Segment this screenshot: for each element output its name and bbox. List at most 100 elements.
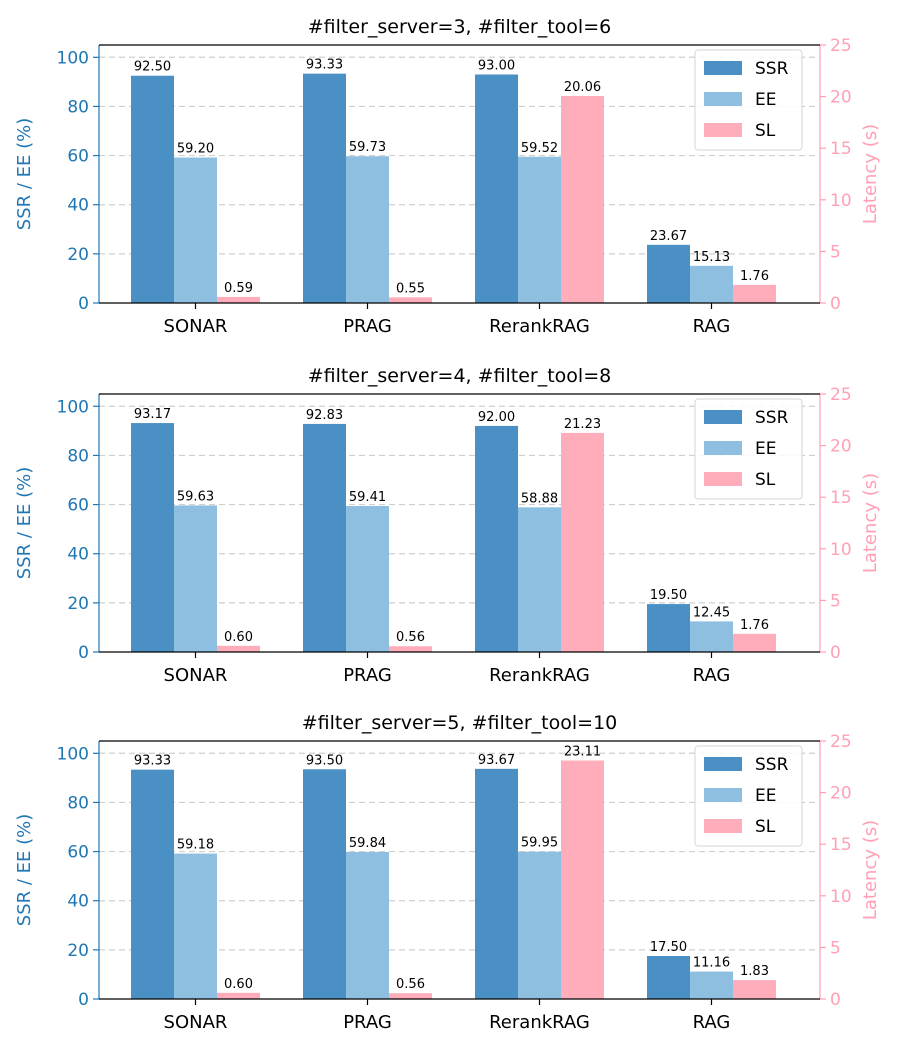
left-tick-label: 60: [67, 843, 89, 863]
legend-swatch-sl: [704, 819, 742, 833]
left-tick-label: 0: [78, 643, 89, 663]
chart-panel-1: #filter_server=3, #filter_tool=6 92.50 93.…: [14, 16, 881, 337]
legend-label-sl: SL: [755, 121, 776, 141]
data-label: 93.50: [306, 753, 343, 768]
x-tick-label: RAG: [693, 1012, 731, 1033]
bar-ee-sonar: [174, 157, 217, 303]
left-tick-label: 100: [57, 744, 89, 764]
data-label: 15.13: [693, 250, 730, 265]
left-tick-label: 40: [67, 196, 89, 216]
bar-ssr-sonar: [131, 769, 174, 999]
bar-sl-sonar: [217, 296, 260, 303]
bar-ssr-rerankrag: [475, 425, 518, 652]
left-tick-label: 20: [67, 594, 89, 614]
bar-sl-rerankrag: [561, 432, 604, 652]
legend-label-ee: EE: [755, 439, 776, 459]
bar-ssr-sonar: [131, 75, 174, 303]
y-axis-label: SSR / EE (%): [14, 814, 35, 926]
data-label: 92.83: [306, 408, 343, 423]
bar-ee-rag: [690, 621, 733, 652]
data-label: 20.06: [564, 80, 601, 95]
legend-label-ssr: SSR: [755, 755, 789, 775]
left-tick-label: 100: [57, 397, 89, 417]
x-tick-label: RAG: [693, 316, 731, 337]
y2-axis-label: Latency (s): [860, 820, 881, 920]
bar-ssr-prag: [303, 423, 346, 652]
data-label: 59.84: [349, 836, 386, 851]
data-label: 93.17: [134, 407, 171, 422]
left-tick-label: 40: [67, 892, 89, 912]
bar-ee-rerankrag: [518, 507, 561, 652]
bar-sl-rag: [733, 284, 776, 303]
bar-sl-rag: [733, 980, 776, 999]
legend-swatch-ssr: [704, 757, 742, 771]
left-tick-label: 40: [67, 545, 89, 565]
right-tick-label: 0: [830, 990, 841, 1010]
bar-sl-rerankrag: [561, 760, 604, 999]
chart-panel-2: #filter_server=4, #filter_tool=8 93.17 92.…: [14, 365, 881, 686]
data-label: 92.00: [478, 410, 515, 425]
data-label: 1.83: [740, 964, 769, 979]
chart-panel-3: #filter_server=5, #filter_tool=10 93.33 93…: [14, 712, 881, 1033]
data-label: 21.23: [564, 417, 601, 432]
legend: SSR EE SL: [694, 745, 803, 847]
bar-ee-sonar: [174, 853, 217, 999]
right-tick-label: 10: [830, 540, 852, 560]
x-tick-label: RAG: [693, 665, 731, 686]
legend-swatch-ssr: [704, 61, 742, 75]
data-label: 93.00: [478, 58, 515, 73]
x-tick-label: SONAR: [164, 665, 228, 686]
chart-title: #filter_server=4, #filter_tool=8: [308, 365, 611, 387]
right-tick-label: 25: [830, 36, 852, 56]
right-tick-label: 0: [830, 294, 841, 314]
legend-swatch-sl: [704, 472, 742, 486]
left-tick-label: 80: [67, 446, 89, 466]
data-label: 0.59: [224, 281, 253, 296]
data-label: 0.60: [224, 630, 253, 645]
bar-sl-prag: [389, 646, 432, 652]
bar-sl-rerankrag: [561, 95, 604, 303]
legend-swatch-ssr: [704, 410, 742, 424]
legend: SSR EE SL: [694, 398, 803, 500]
data-label: 23.67: [650, 229, 687, 244]
data-label: 1.76: [740, 269, 769, 284]
bar-ssr-prag: [303, 769, 346, 999]
bar-ssr-rerankrag: [475, 768, 518, 999]
right-tick-label: 20: [830, 88, 852, 108]
bar-ssr-rag: [647, 604, 690, 652]
right-tick-label: 20: [830, 437, 852, 457]
legend-label-ssr: SSR: [755, 408, 789, 428]
right-tick-label: 15: [830, 835, 852, 855]
data-label: 59.95: [521, 836, 558, 851]
x-tick-label: SONAR: [164, 316, 228, 337]
legend-label-ssr: SSR: [755, 59, 789, 79]
left-tick-label: 20: [67, 941, 89, 961]
bar-ee-rag: [690, 265, 733, 303]
bar-sl-rag: [733, 633, 776, 652]
legend-label-ee: EE: [755, 786, 776, 806]
bar-ssr-rag: [647, 244, 690, 303]
bar-ee-prag: [346, 156, 389, 303]
bar-ee-rerankrag: [518, 156, 561, 303]
x-tick-label: PRAG: [343, 665, 392, 686]
right-tick-label: 5: [830, 938, 841, 958]
legend-label-ee: EE: [755, 90, 776, 110]
x-tick-label: PRAG: [343, 316, 392, 337]
data-label: 59.41: [349, 490, 386, 505]
right-tick-label: 0: [830, 643, 841, 663]
bar-ee-prag: [346, 506, 389, 652]
right-tick-label: 15: [830, 488, 852, 508]
left-tick-label: 80: [67, 97, 89, 117]
data-label: 0.56: [396, 977, 425, 992]
data-label: 93.33: [134, 754, 171, 769]
data-label: 0.56: [396, 630, 425, 645]
data-label: 11.16: [693, 956, 730, 971]
data-label: 93.67: [478, 753, 515, 768]
right-tick-label: 20: [830, 784, 852, 804]
x-tick-label: PRAG: [343, 1012, 392, 1033]
data-label: 59.18: [177, 838, 214, 853]
chart-title: #filter_server=3, #filter_tool=6: [308, 16, 611, 38]
right-tick-label: 5: [830, 242, 841, 262]
left-tick-label: 0: [78, 990, 89, 1010]
